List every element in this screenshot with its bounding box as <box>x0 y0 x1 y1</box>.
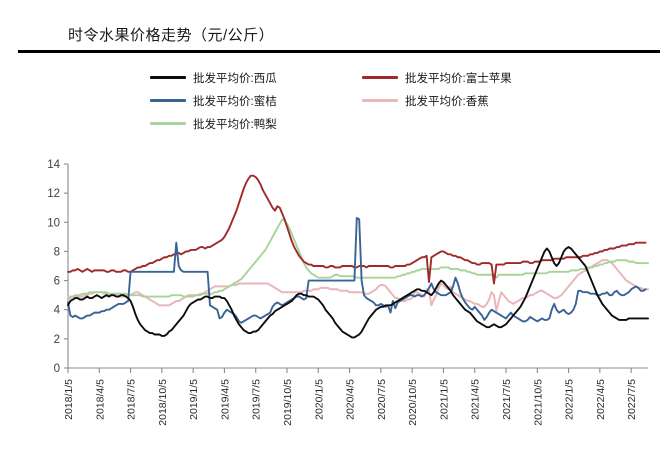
x-tick-label: 2022/7/5 <box>626 379 638 420</box>
x-tick-label: 2019/1/5 <box>188 379 200 420</box>
page-title: 时令水果价格走势（元/公斤） <box>68 27 275 44</box>
legend-item-fushi[interactable]: 批发平均价:富士苹果 <box>362 70 562 86</box>
y-tick-label: 10 <box>47 217 60 229</box>
legend-swatch-xigua <box>150 76 186 79</box>
y-tick-label: 8 <box>54 246 60 258</box>
legend-swatch-miju <box>150 99 186 102</box>
legend-label-yali: 批发平均价:鸭梨 <box>193 118 277 131</box>
series-line-yali[interactable] <box>67 218 649 301</box>
series-line-xigua[interactable] <box>67 246 649 339</box>
y-tick-label: 14 <box>47 159 60 171</box>
x-tick-label: 2021/4/5 <box>470 379 482 420</box>
plot-area: 0 2 4 6 8 10 12 14 2018/1/5 2018/4/5 2018/7/5 2018/… <box>0 150 660 454</box>
x-tick-label: 2022/1/5 <box>564 379 576 420</box>
series-line-xiangjiao[interactable] <box>67 259 649 313</box>
x-tick-label: 2021/7/5 <box>501 379 513 420</box>
legend-swatch-xiangjiao <box>362 99 398 102</box>
x-tick-label: 2020/1/5 <box>313 379 325 420</box>
legend-item-xigua[interactable]: 批发平均价:西瓜 <box>150 70 350 86</box>
x-tick-label: 2018/7/5 <box>126 379 138 420</box>
x-tick-label: 2020/4/5 <box>345 379 357 420</box>
y-tick-label: 2 <box>54 334 60 346</box>
legend-label-fushi: 批发平均价:富士苹果 <box>405 72 512 85</box>
legend-swatch-fushi <box>362 76 398 79</box>
legend-label-miju: 批发平均价:蜜桔 <box>193 95 277 108</box>
x-tick-label: 2019/4/5 <box>219 379 231 420</box>
x-tick-label: 2021/10/5 <box>532 379 544 426</box>
series-line-miju[interactable] <box>67 216 647 324</box>
chart-legend: 批发平均价:西瓜 批发平均价:富士苹果批发平均价:蜜桔 批发平均价:香蕉批发平均价:… <box>150 66 570 135</box>
x-tick-label: 2022/4/5 <box>595 379 607 420</box>
x-tick-label: 2020/10/5 <box>407 379 419 426</box>
line-chart-svg: 0 2 4 6 8 10 12 14 2018/1/5 2018/4/5 2018/7/5 2018/… <box>47 159 649 426</box>
x-tick-label: 2019/10/5 <box>282 379 294 426</box>
y-tick-label: 6 <box>54 276 60 288</box>
x-tick-label: 2018/4/5 <box>94 379 106 420</box>
y-tick-label: 12 <box>47 188 60 200</box>
title-divider <box>18 50 660 53</box>
legend-swatch-yali <box>150 122 186 125</box>
series-line-fushi[interactable] <box>67 174 647 285</box>
legend-label-xiangjiao: 批发平均价:香蕉 <box>405 95 489 108</box>
legend-item-miju[interactable]: 批发平均价:蜜桔 <box>150 93 350 109</box>
x-tick-label: 2021/1/5 <box>438 379 450 420</box>
legend-item-yali[interactable]: 批发平均价:鸭梨 <box>150 116 350 132</box>
y-tick-label: 0 <box>54 363 60 375</box>
legend-label-xigua: 批发平均价:西瓜 <box>193 72 277 85</box>
x-tick-label: 2018/10/5 <box>157 379 169 426</box>
x-tick-label: 2018/1/5 <box>63 379 75 420</box>
legend-item-xiangjiao[interactable]: 批发平均价:香蕉 <box>362 93 562 109</box>
y-tick-label: 4 <box>54 305 61 317</box>
x-tick-label: 2020/7/5 <box>376 379 388 420</box>
x-tick-label: 2019/7/5 <box>251 379 263 420</box>
